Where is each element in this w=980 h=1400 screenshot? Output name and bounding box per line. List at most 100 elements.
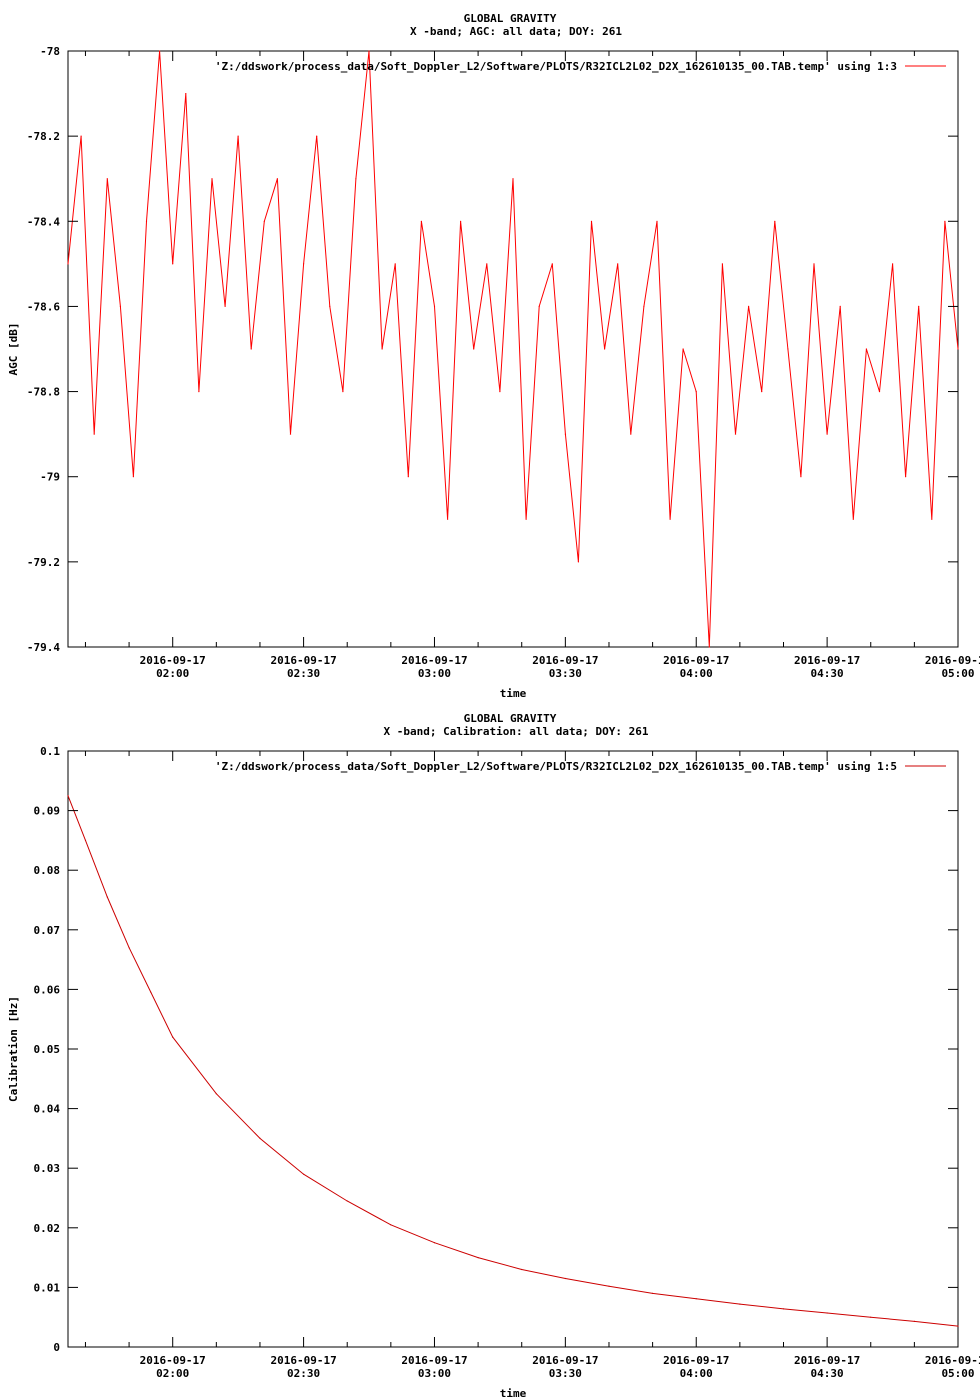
- calibration-x-tick-date: 2016-09-17: [401, 1354, 467, 1367]
- calibration-y-tick-label: 0.05: [34, 1043, 61, 1056]
- agc-data-point: [355, 178, 357, 180]
- calibration-series-layer: [67, 795, 959, 1327]
- agc-data-point: [433, 305, 436, 307]
- calibration-data-point: [477, 1257, 479, 1259]
- agc-data-point: [473, 348, 475, 350]
- agc-x-tick-date: 2016-09-17: [401, 654, 467, 667]
- calibration-x-tick-time: 04:00: [680, 1367, 713, 1380]
- calibration-chart-subtitle: X -band; Calibration: all data; DOY: 261: [384, 725, 649, 738]
- calibration-data-point: [106, 896, 108, 898]
- calibration-x-tick-time: 02:30: [287, 1367, 320, 1380]
- calibration-x-tick-date: 2016-09-17: [663, 1354, 729, 1367]
- agc-data-point: [892, 263, 894, 265]
- calibration-data-point: [521, 1268, 523, 1271]
- agc-data-point: [93, 433, 95, 435]
- calibration-data-point: [957, 1325, 959, 1327]
- calibration-data-point: [259, 1137, 261, 1139]
- agc-data-point: [368, 50, 370, 52]
- agc-data-point: [132, 476, 134, 478]
- calibration-data-point: [564, 1277, 567, 1280]
- agc-x-tick-date: 2016-09-17: [532, 654, 598, 667]
- calibration-x-tick-date: 2016-09-17: [925, 1354, 980, 1367]
- agc-data-point: [211, 178, 213, 180]
- calibration-data-point: [608, 1285, 610, 1287]
- agc-data-point: [460, 220, 462, 222]
- calibration-x-tick-time: 02:00: [156, 1367, 189, 1380]
- agc-chart: GLOBAL GRAVITY X -band; AGC: all data; D…: [7, 12, 980, 700]
- agc-x-tick-time: 02:30: [287, 667, 320, 680]
- agc-data-point: [289, 433, 292, 435]
- agc-data-point: [577, 561, 580, 563]
- agc-data-point: [67, 263, 69, 265]
- agc-data-point: [119, 305, 121, 307]
- agc-data-point: [931, 518, 933, 520]
- calibration-data-point: [172, 1036, 174, 1038]
- agc-data-point: [185, 93, 187, 95]
- calibration-y-tick-label: 0.07: [34, 924, 61, 937]
- agc-data-point: [682, 348, 684, 350]
- calibration-data-point: [870, 1316, 872, 1318]
- calibration-data-point: [433, 1242, 436, 1244]
- calibration-y-tick-label: 0.01: [34, 1281, 61, 1294]
- agc-data-point: [80, 135, 82, 137]
- agc-data-point: [695, 391, 697, 393]
- agc-data-point: [957, 348, 959, 350]
- agc-x-tick-time: 03:00: [418, 667, 451, 680]
- agc-data-point: [224, 305, 226, 307]
- agc-x-ticks: 2016-09-1702:002016-09-1702:302016-09-17…: [84, 51, 980, 680]
- calibration-data-point: [346, 1200, 348, 1202]
- agc-x-tick-date: 2016-09-17: [140, 654, 206, 667]
- calibration-plot-frame: [67, 750, 959, 1348]
- agc-x-tick-time: 03:30: [549, 667, 582, 680]
- calibration-x-tick-time: 03:00: [418, 1367, 451, 1380]
- calibration-data-point: [150, 991, 152, 994]
- calibration-x-tick-date: 2016-09-17: [140, 1354, 206, 1367]
- agc-data-point: [656, 220, 658, 222]
- agc-data-point: [512, 178, 514, 180]
- agc-data-point: [748, 305, 750, 307]
- calibration-data-point: [782, 1308, 785, 1310]
- agc-data-point: [551, 263, 553, 265]
- agc-data-point: [250, 348, 252, 350]
- agc-data-point: [276, 178, 278, 180]
- agc-chart-title: GLOBAL GRAVITY: [464, 12, 557, 25]
- agc-data-point: [852, 518, 854, 520]
- calibration-y-tick-label: 0.08: [34, 864, 61, 877]
- agc-data-point: [617, 263, 619, 265]
- agc-data-point: [525, 518, 527, 520]
- calibration-y-tick-label: 0.06: [34, 983, 61, 996]
- calibration-chart-title: GLOBAL GRAVITY: [464, 712, 557, 725]
- agc-data-point: [172, 263, 174, 265]
- agc-x-axis-label: time: [500, 687, 527, 700]
- agc-data-point: [303, 263, 305, 265]
- agc-data-point: [604, 348, 606, 350]
- agc-y-tick-label: -79: [40, 471, 60, 484]
- agc-data-point: [486, 263, 488, 265]
- calibration-x-tick-time: 05:00: [941, 1367, 974, 1380]
- agc-data-point: [342, 391, 344, 393]
- calibration-x-axis-label: time: [500, 1387, 527, 1400]
- agc-legend-label: 'Z:/ddswork/process_data/Soft_Doppler_L2…: [215, 60, 897, 73]
- calibration-data-point: [303, 1173, 305, 1175]
- calibration-data-point: [652, 1292, 654, 1294]
- calibration-data-point: [128, 947, 130, 949]
- calibration-legend-label: 'Z:/ddswork/process_data/Soft_Doppler_L2…: [215, 760, 897, 773]
- calibration-data-point: [913, 1320, 916, 1322]
- calibration-x-tick-date: 2016-09-17: [794, 1354, 860, 1367]
- agc-x-tick-time: 04:00: [680, 667, 713, 680]
- agc-data-point: [813, 263, 815, 265]
- agc-data-point: [198, 391, 200, 393]
- calibration-y-tick-label: 0.02: [34, 1222, 61, 1235]
- agc-x-tick-time: 02:00: [156, 667, 189, 680]
- agc-x-tick-time: 05:00: [941, 667, 974, 680]
- agc-data-point: [237, 135, 239, 137]
- agc-data-point: [865, 348, 868, 350]
- agc-data-point: [944, 220, 946, 222]
- agc-data-point: [800, 476, 802, 478]
- agc-x-tick-date: 2016-09-17: [925, 654, 980, 667]
- agc-data-point: [878, 391, 881, 393]
- calibration-data-point: [84, 839, 87, 842]
- agc-data-point: [106, 178, 108, 180]
- agc-data-point: [590, 220, 593, 222]
